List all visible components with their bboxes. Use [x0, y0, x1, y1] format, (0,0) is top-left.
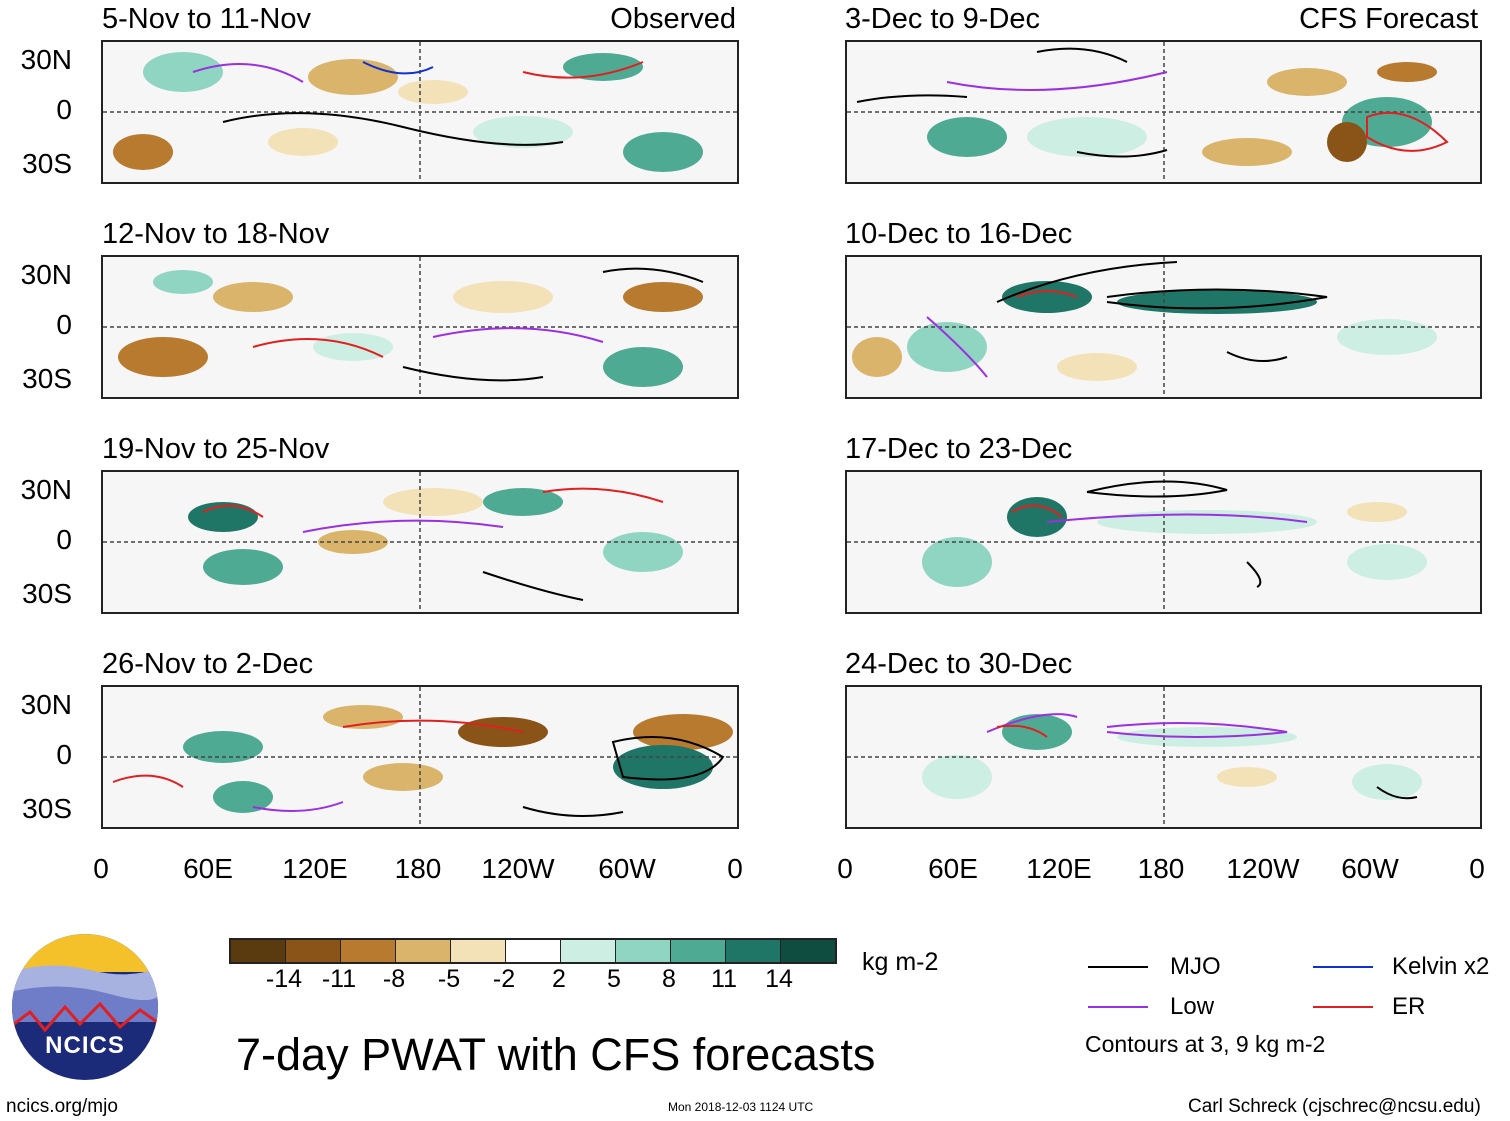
colorbar-swatch	[396, 940, 451, 962]
legend-note: Contours at 3, 9 kg m-2	[1085, 1031, 1326, 1057]
footer-timestamp: Mon 2018-12-03 1124 UTC	[668, 1100, 814, 1114]
map-plot	[101, 685, 739, 829]
lat-label-30n: 30N	[20, 689, 72, 720]
legend-line-mjo	[1088, 966, 1148, 968]
colorbar-tick: 5	[607, 965, 621, 993]
lon-label: 60W	[1341, 853, 1399, 884]
logo-label: NCICS	[45, 1032, 125, 1059]
lon-label: 0	[93, 853, 109, 884]
map-plot	[845, 685, 1482, 829]
lon-label: 120W	[1226, 853, 1300, 884]
colorbar-tick: -11	[321, 965, 357, 993]
colorbar-tick: -5	[437, 965, 461, 993]
colorbar-swatch	[561, 940, 616, 962]
map-plot	[845, 255, 1482, 399]
lat-label-30n: 30N	[20, 259, 72, 290]
lon-label: 60W	[598, 853, 656, 884]
panel-period-title: 24-Dec to 30-Dec	[845, 648, 1073, 680]
lat-label-30s: 30S	[22, 578, 72, 609]
colorbar-tick: 11	[711, 965, 737, 993]
colorbar-tick: -14	[265, 965, 303, 993]
colorbar-swatch	[341, 940, 396, 962]
ncics-logo: NCICS	[10, 932, 160, 1082]
lon-label: 60E	[928, 853, 978, 884]
lon-label: 180	[394, 853, 442, 884]
lon-label: 120E	[1026, 853, 1092, 884]
lat-label-eq: 0	[56, 524, 72, 555]
lon-label: 0	[837, 853, 853, 884]
colorbar-swatch	[286, 940, 341, 962]
lat-label-30s: 30S	[22, 148, 72, 179]
legend-label-kelvin: Kelvin x2	[1392, 953, 1490, 980]
colorbar-swatch	[451, 940, 506, 962]
lon-label: 120W	[481, 853, 555, 884]
colorbar-swatch	[231, 940, 286, 962]
legend-line-low	[1088, 1006, 1148, 1008]
legend-line-er	[1313, 1006, 1373, 1008]
figure-title: 7-day PWAT with CFS forecasts	[236, 1029, 876, 1080]
colorbar-tick: 8	[662, 965, 676, 993]
colorbar-tick: -2	[492, 965, 516, 993]
colorbar-units: kg m-2	[862, 948, 939, 976]
colorbar-tick: 14	[765, 965, 793, 993]
colorbar-swatch	[671, 940, 726, 962]
panel-period-title: 17-Dec to 23-Dec	[845, 433, 1073, 465]
lon-label: 60E	[183, 853, 233, 884]
lat-label-30s: 30S	[22, 363, 72, 394]
panel-tag: Observed	[610, 3, 736, 35]
lon-label: 0	[1469, 853, 1485, 884]
lon-label: 180	[1137, 853, 1185, 884]
panel-period-title: 19-Nov to 25-Nov	[102, 433, 330, 465]
lat-label-eq: 0	[56, 739, 72, 770]
lat-label-30s: 30S	[22, 793, 72, 824]
map-plot	[101, 255, 739, 399]
panel-period-title: 3-Dec to 9-Dec	[845, 3, 1041, 35]
legend-label-er: ER	[1392, 993, 1426, 1020]
colorbar-tick: 2	[552, 965, 566, 993]
colorbar-swatch	[616, 940, 671, 962]
map-plot	[845, 40, 1482, 184]
legend-label-low: Low	[1170, 993, 1215, 1020]
legend-label-mjo: MJO	[1170, 953, 1221, 980]
panel-tag: CFS Forecast	[1299, 3, 1478, 35]
lat-label-eq: 0	[56, 94, 72, 125]
footer-url[interactable]: ncics.org/mjo	[6, 1096, 118, 1117]
panel-period-title: 5-Nov to 11-Nov	[102, 3, 311, 35]
legend-line-kelvin	[1313, 966, 1373, 968]
lat-label-30n: 30N	[20, 474, 72, 505]
lon-label: 0	[727, 853, 743, 884]
colorbar	[229, 938, 837, 964]
panel-period-title: 26-Nov to 2-Dec	[102, 648, 314, 680]
lon-label: 120E	[282, 853, 348, 884]
panel-period-title: 12-Nov to 18-Nov	[102, 218, 330, 250]
colorbar-tick: -8	[382, 965, 406, 993]
map-plot	[101, 470, 739, 614]
footer-credit: Carl Schreck (cjschrec@ncsu.edu)	[1188, 1096, 1481, 1117]
colorbar-swatch	[781, 940, 835, 962]
map-plot	[845, 470, 1482, 614]
colorbar-swatch	[726, 940, 781, 962]
map-plot	[101, 40, 739, 184]
colorbar-swatch	[506, 940, 561, 962]
panel-period-title: 10-Dec to 16-Dec	[845, 218, 1073, 250]
lat-label-30n: 30N	[20, 44, 72, 75]
lat-label-eq: 0	[56, 309, 72, 340]
